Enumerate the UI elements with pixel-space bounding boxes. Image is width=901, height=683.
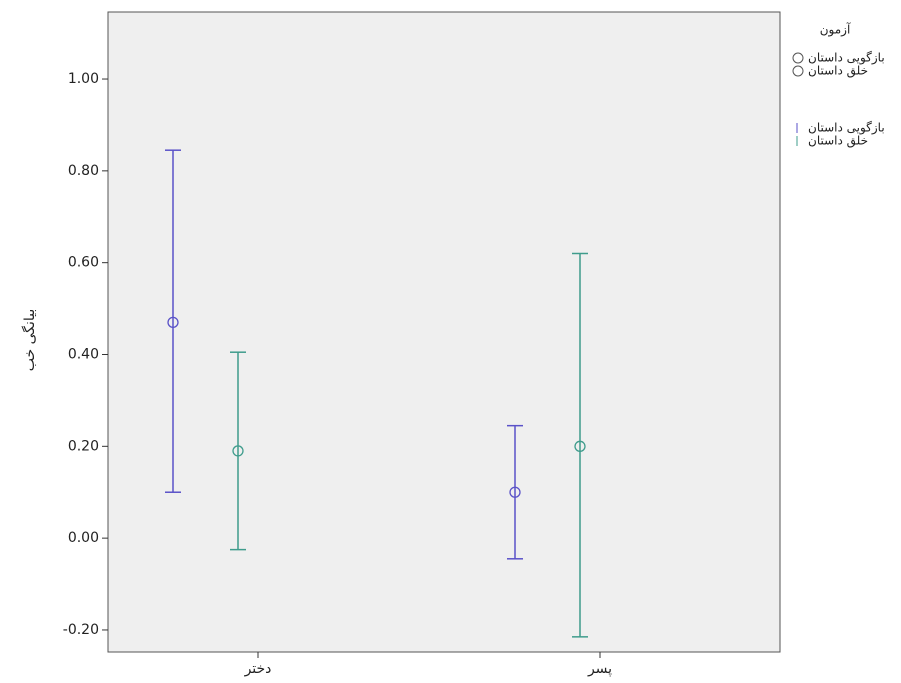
x-tick-label: دختر xyxy=(244,661,272,677)
legend-marker xyxy=(793,66,803,76)
y-tick-label: 0.80 xyxy=(68,163,99,179)
legend-marker xyxy=(793,53,803,63)
y-tick-label: 0.20 xyxy=(68,438,99,454)
x-tick-label: پسر xyxy=(587,661,612,677)
y-tick-label: 0.40 xyxy=(68,346,99,362)
y-tick-label: 1.00 xyxy=(68,71,99,87)
y-tick-label: -0.20 xyxy=(63,622,99,638)
legend-title: آزمون xyxy=(820,22,851,38)
chart: بیانگی خب آزمون 1.00 0.80 0.60 0.40 0.20 0.00… xyxy=(0,0,901,683)
y-tick-label: 0.00 xyxy=(68,530,99,546)
legend-label: خلق داستان xyxy=(808,134,868,149)
plot-area xyxy=(108,12,780,652)
y-axis-label: بیانگی خب xyxy=(21,309,38,372)
y-tick-label: 0.60 xyxy=(68,255,99,271)
legend-label: خلق داستان xyxy=(808,64,868,79)
